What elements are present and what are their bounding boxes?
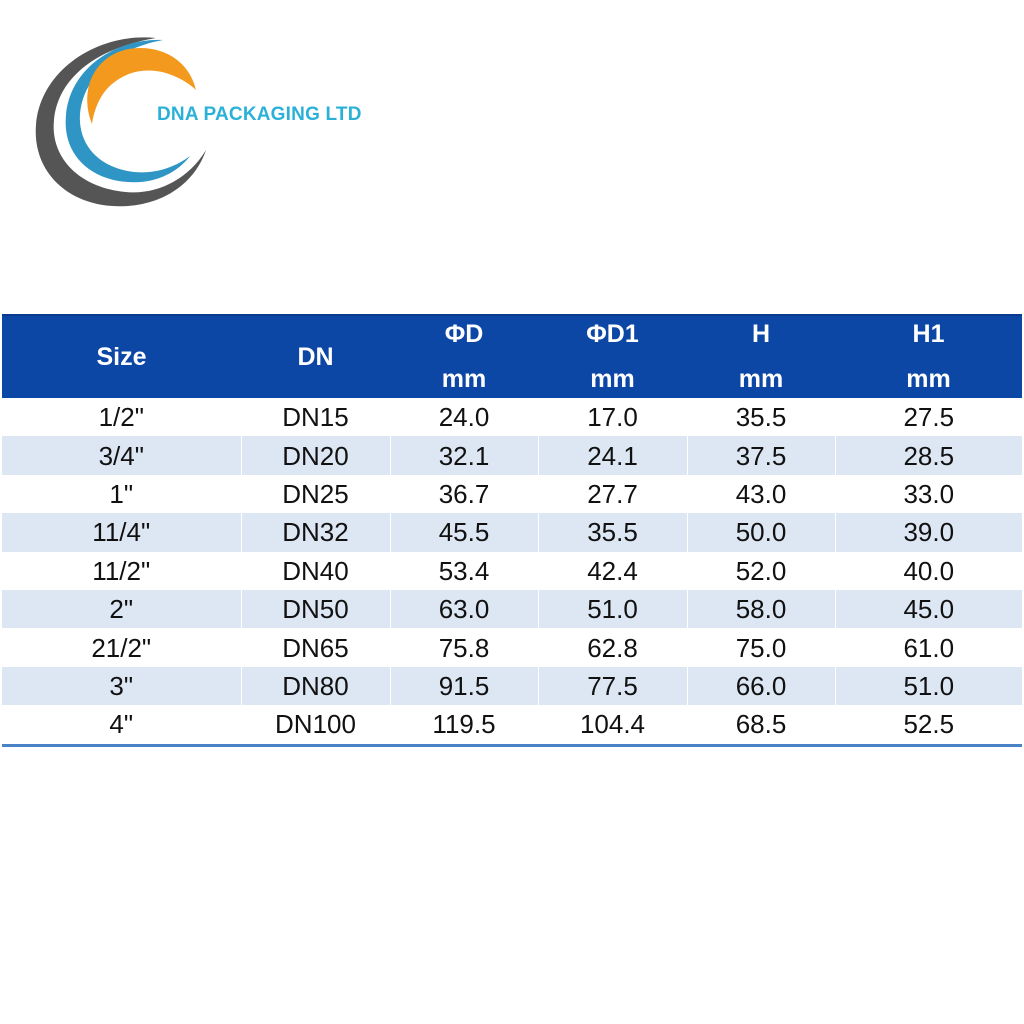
cell-size: 11/2" <box>2 551 242 590</box>
cell-dn: DN15 <box>240 398 391 437</box>
column-header-unit: mm <box>738 365 784 393</box>
cell-h: 58.0 <box>686 589 836 629</box>
cell-od1: 17.0 <box>537 398 688 437</box>
table-row: 1" DN25 36.7 27.7 43.0 33.0 <box>2 474 1022 514</box>
cell-dn: DN40 <box>240 551 391 590</box>
cell-h: 52.0 <box>686 551 836 590</box>
cell-size: 1" <box>2 474 242 514</box>
cell-dn: DN100 <box>240 705 391 747</box>
column-header-unit: mm <box>441 365 487 393</box>
cell-size: 3" <box>2 666 242 706</box>
column-header-unit: mm <box>590 365 635 393</box>
cell-size: 11/4" <box>2 513 242 552</box>
cell-od1: 27.7 <box>537 474 688 514</box>
cell-dn: DN50 <box>240 589 391 629</box>
cell-od1: 77.5 <box>537 666 688 706</box>
cell-h: 43.0 <box>686 474 836 514</box>
column-header-label: H <box>751 320 771 348</box>
column-header-label: ΦD <box>444 320 484 348</box>
cell-h1: 51.0 <box>834 666 1022 706</box>
table-row: 1/2" DN15 24.0 17.0 35.5 27.5 <box>2 398 1022 437</box>
cell-dn: DN20 <box>240 436 391 475</box>
cell-dn: DN32 <box>240 513 391 552</box>
cell-h: 75.0 <box>686 628 836 667</box>
column-header-label: H1 <box>912 320 945 348</box>
table-row: 11/4" DN32 45.5 35.5 50.0 39.0 <box>2 513 1022 552</box>
logo-orange-arc <box>87 48 196 124</box>
cell-dn: DN25 <box>240 474 391 514</box>
cell-size: 2" <box>2 589 242 629</box>
logo-blue-arc <box>65 39 190 183</box>
column-header-h1: H1 mm <box>835 314 1022 398</box>
cell-od1: 51.0 <box>537 589 688 629</box>
cell-size: 4" <box>2 705 242 747</box>
cell-od: 36.7 <box>389 474 539 514</box>
column-header-label: ΦD1 <box>586 320 639 348</box>
cell-h1: 40.0 <box>834 551 1022 590</box>
column-header-od: ΦD mm <box>390 314 538 398</box>
brand-name: DNA PACKAGING LTD <box>157 104 362 125</box>
cell-od1: 42.4 <box>537 551 688 590</box>
cell-dn: DN80 <box>240 666 391 706</box>
cell-h: 35.5 <box>686 398 836 437</box>
cell-od: 32.1 <box>389 436 539 475</box>
column-header-size: Size <box>2 314 241 398</box>
cell-od1: 35.5 <box>537 513 688 552</box>
column-header-unit: mm <box>906 365 951 393</box>
cell-od1: 62.8 <box>537 628 688 667</box>
cell-size: 21/2" <box>2 628 242 667</box>
cell-size: 1/2" <box>2 398 242 437</box>
table-row: 3" DN80 91.5 77.5 66.0 51.0 <box>2 666 1022 706</box>
cell-h1: 33.0 <box>834 474 1022 514</box>
cell-od: 63.0 <box>389 589 539 629</box>
cell-od: 91.5 <box>389 666 539 706</box>
cell-h1: 52.5 <box>834 705 1022 747</box>
column-header-dn: DN <box>241 314 390 398</box>
table-row: 21/2" DN65 75.8 62.8 75.0 61.0 <box>2 628 1022 667</box>
cell-h: 37.5 <box>686 436 836 475</box>
table-body: 1/2" DN15 24.0 17.0 35.5 27.5 3/4" DN20 32.1 24.1… <box>2 398 1022 747</box>
cell-h1: 28.5 <box>834 436 1022 475</box>
table-row: 3/4" DN20 32.1 24.1 37.5 28.5 <box>2 436 1022 475</box>
cell-h1: 45.0 <box>834 589 1022 629</box>
cell-od: 119.5 <box>389 705 539 747</box>
table-row: 4" DN100 119.5 104.4 68.5 52.5 <box>2 705 1022 747</box>
cell-dn: DN65 <box>240 628 391 667</box>
cell-od1: 104.4 <box>537 705 688 747</box>
cell-od1: 24.1 <box>537 436 688 475</box>
cell-size: 3/4" <box>2 436 242 475</box>
table-row: 2" DN50 63.0 51.0 58.0 45.0 <box>2 589 1022 629</box>
concentric-swoosh-logo-icon <box>35 37 207 207</box>
cell-od: 24.0 <box>389 398 539 437</box>
column-header-label: Size <box>96 342 147 371</box>
column-header-label: DN <box>297 342 334 371</box>
cell-h: 50.0 <box>686 513 836 552</box>
cell-od: 75.8 <box>389 628 539 667</box>
cell-h1: 61.0 <box>834 628 1022 667</box>
column-header-od1: ΦD1 mm <box>538 314 687 398</box>
cell-od: 45.5 <box>389 513 539 552</box>
cell-h1: 39.0 <box>834 513 1022 552</box>
cell-h1: 27.5 <box>834 398 1022 437</box>
table-row: 11/2" DN40 53.4 42.4 52.0 40.0 <box>2 551 1022 590</box>
cell-h: 68.5 <box>686 705 836 747</box>
cell-od: 53.4 <box>389 551 539 590</box>
cell-h: 66.0 <box>686 666 836 706</box>
